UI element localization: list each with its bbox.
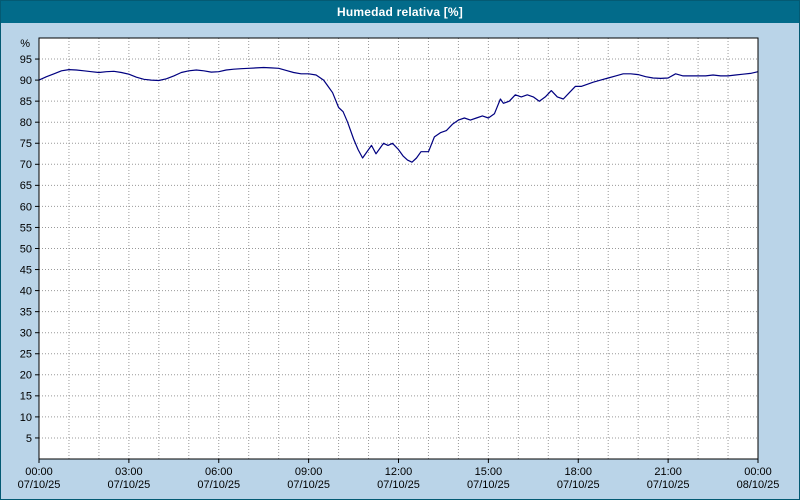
y-tick-label: 30 <box>20 328 32 340</box>
chart-title: Humedad relativa [%] <box>336 5 464 19</box>
x-tick-time: 15:00 <box>475 466 503 478</box>
humidity-line-chart: 5 10 15 20 25 30 35 40 45 50 55 60 65 70 75 80 85 90 95% 00… <box>18 37 780 491</box>
y-tick-label: 10 <box>20 412 32 424</box>
y-tick-label: 35 <box>20 307 32 319</box>
x-tick-time: 06:00 <box>205 466 233 478</box>
y-tick-label: 15 <box>20 391 32 403</box>
x-tick-date: 07/10/25 <box>197 479 240 491</box>
y-tick-label: 20 <box>20 370 32 382</box>
x-tick-date: 07/10/25 <box>647 479 690 491</box>
x-tick-time: 00:00 <box>744 466 772 478</box>
chart-title-bar: Humedad relativa [%] <box>1 1 799 23</box>
y-tick-label: 5 <box>26 433 32 445</box>
y-tick-label: 75 <box>20 138 32 150</box>
y-tick-label: 80 <box>20 117 32 129</box>
y-tick-label: 70 <box>20 159 32 171</box>
y-tick-label: 40 <box>20 285 32 297</box>
x-tick-date: 08/10/25 <box>737 479 780 491</box>
x-tick-time: 21:00 <box>654 466 682 478</box>
x-tick-date: 07/10/25 <box>18 479 61 491</box>
y-axis-unit: % <box>20 38 30 50</box>
y-tick-label: 95 <box>20 54 32 66</box>
x-tick-time: 00:00 <box>25 466 53 478</box>
y-tick-label: 50 <box>20 243 32 255</box>
y-tick-label: 45 <box>20 264 32 276</box>
y-tick-label: 25 <box>20 349 32 361</box>
x-tick-time: 12:00 <box>385 466 413 478</box>
chart-area: 5 10 15 20 25 30 35 40 45 50 55 60 65 70 75 80 85 90 95% 00… <box>1 23 799 499</box>
x-tick-date: 07/10/25 <box>557 479 600 491</box>
y-tick-label: 65 <box>20 180 32 192</box>
x-tick-time: 18:00 <box>564 466 592 478</box>
x-tick-date: 07/10/25 <box>467 479 510 491</box>
x-tick-date: 07/10/25 <box>107 479 150 491</box>
y-tick-label: 90 <box>20 75 32 87</box>
y-tick-label: 55 <box>20 222 32 234</box>
x-tick-date: 07/10/25 <box>287 479 330 491</box>
y-tick-label: 85 <box>20 96 32 108</box>
y-tick-label: 60 <box>20 201 32 213</box>
x-tick-date: 07/10/25 <box>377 479 420 491</box>
humidity-series-line <box>38 66 759 163</box>
x-tick-time: 09:00 <box>295 466 323 478</box>
x-tick-time: 03:00 <box>115 466 143 478</box>
